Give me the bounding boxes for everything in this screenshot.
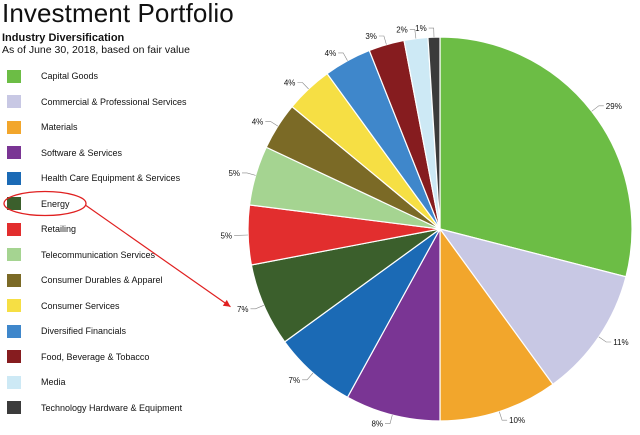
legend-label: Commercial & Professional Services [41, 96, 187, 107]
chart-title: Investment Portfolio [2, 0, 234, 28]
pie-slice [439, 36, 633, 278]
legend-swatch [7, 401, 21, 414]
leader-line [598, 336, 612, 343]
leader-line [409, 29, 417, 39]
legend-item: Telecommunication Services [7, 248, 155, 262]
legend-swatch [7, 273, 21, 287]
legend-swatch [7, 95, 21, 108]
legend-item: Media [7, 375, 66, 389]
legend-item: Retailing [7, 222, 76, 236]
slice-label: 2% [396, 26, 408, 35]
legend-swatch [7, 120, 21, 134]
legend-item: Food, Beverage & Tobacco [7, 350, 149, 364]
slice-label: 4% [252, 117, 264, 126]
legend-label: Media [41, 377, 66, 387]
leader-line [242, 172, 256, 176]
legend-label: Telecommunication Services [41, 249, 156, 260]
legend-swatch [7, 171, 21, 185]
legend-label: Software & Services [41, 147, 123, 158]
legend-item: Capital Goods [7, 69, 98, 83]
legend-label: Health Care Equipment & Services [41, 173, 181, 183]
leader-line [428, 27, 435, 38]
legend-item: Consumer Durables & Apparel [7, 273, 163, 287]
legend-item: Materials [7, 120, 78, 134]
as-of-note: As of June 30, 2018, based on fair value [2, 44, 190, 56]
leader-line [338, 52, 348, 61]
legend-swatch [7, 197, 21, 210]
leader-line [378, 35, 387, 45]
legend-item: Software & Services [7, 146, 122, 160]
leader-line [302, 372, 314, 381]
legend-item: Diversified Financials [7, 324, 126, 338]
legend-label: Consumer Durables & Apparel [41, 275, 163, 285]
highlight-arrow [85, 205, 231, 308]
leader-line [499, 411, 508, 421]
legend-label: Technology Hardware & Equipment [41, 402, 183, 413]
slice-label: 1% [415, 24, 427, 33]
slice-label: 7% [289, 376, 301, 385]
slice-label: 7% [237, 305, 249, 314]
slice-label: 4% [284, 79, 296, 88]
arrow-head [222, 299, 231, 307]
leader-line [591, 105, 604, 112]
pie-slice [346, 228, 441, 422]
slice-label: 8% [371, 420, 383, 429]
legend-swatch [7, 248, 21, 261]
leader-line [297, 82, 309, 90]
slice-label: 11% [613, 338, 628, 347]
legend-swatch [7, 299, 21, 312]
legend-label: Capital Goods [41, 71, 99, 81]
slice-label: 3% [365, 32, 377, 41]
legend-swatch [7, 146, 21, 159]
leader-line [250, 305, 264, 310]
legend-item: Consumer Services [7, 299, 120, 313]
legend-item: Energy [7, 197, 70, 211]
highlight-circle [3, 190, 87, 217]
chart-subtitle: Industry Diversification [2, 32, 125, 44]
pie-slice [439, 227, 554, 422]
slice-label: 5% [228, 169, 240, 178]
legend-label: Food, Beverage & Tobacco [41, 351, 150, 362]
slice-label: 5% [221, 231, 233, 240]
legend-label: Consumer Services [41, 300, 120, 311]
leader-line [385, 414, 393, 425]
legend-label: Energy [41, 198, 70, 209]
legend-label: Diversified Financials [41, 326, 127, 336]
legend-item: Health Care Equipment & Services [7, 171, 180, 185]
legend-swatch [7, 222, 21, 236]
legend-swatch [7, 350, 21, 363]
legend-swatch [7, 324, 21, 338]
legend-label: Materials [41, 122, 78, 132]
slice-label: 4% [325, 49, 337, 58]
slice-label: 29% [606, 102, 622, 111]
slice-label: 10% [509, 416, 525, 425]
legend-swatch [7, 69, 21, 83]
leader-line [265, 121, 279, 127]
legend-item: Technology Hardware & Equipment [7, 401, 182, 415]
legend-label: Retailing [41, 224, 77, 234]
legend-swatch [7, 375, 21, 389]
legend-item: Commercial & Professional Services [7, 95, 187, 109]
